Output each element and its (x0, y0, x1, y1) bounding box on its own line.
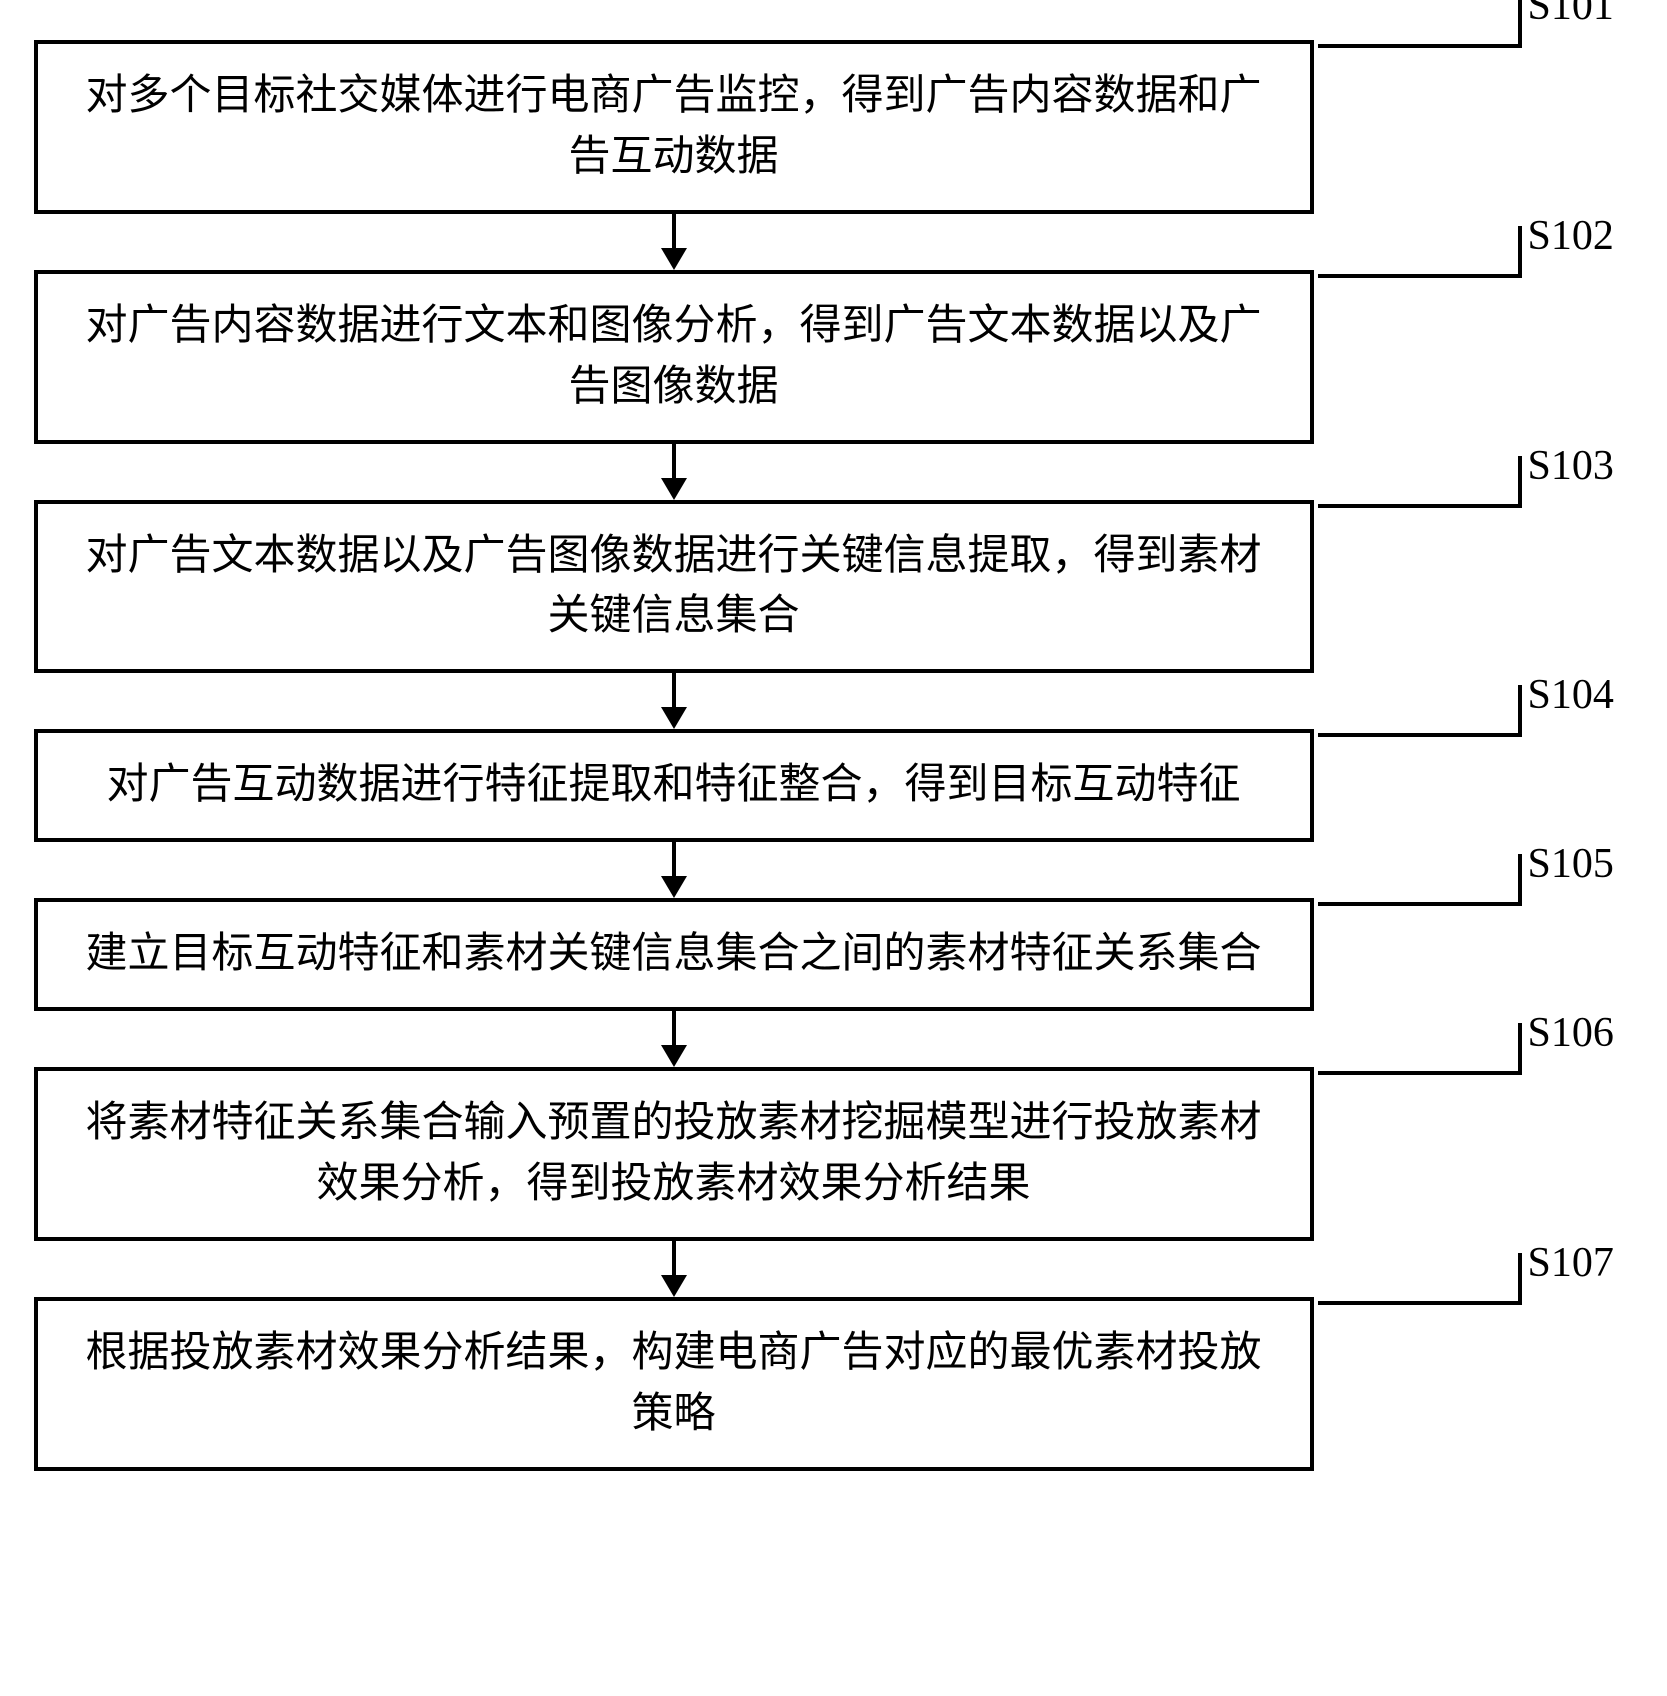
connector-line (1318, 1301, 1518, 1305)
step-label: S105 (1528, 834, 1614, 895)
arrow-down-icon (34, 1011, 1314, 1067)
connector-line (1318, 1071, 1518, 1075)
step-text: 将素材特征关系集合输入预置的投放素材挖掘模型进行投放素材效果分析，得到投放素材效… (78, 1093, 1270, 1215)
step-text: 对广告文本数据以及广告图像数据进行关键信息提取，得到素材关键信息集合 (78, 526, 1270, 648)
step-row: 对广告文本数据以及广告图像数据进行关键信息提取，得到素材关键信息集合 S103 (34, 500, 1634, 674)
connector-line (1318, 44, 1518, 48)
step-label: S104 (1528, 665, 1614, 726)
step-row: 建立目标互动特征和素材关键信息集合之间的素材特征关系集合 S105 (34, 898, 1634, 1011)
connector-line (1318, 902, 1518, 906)
step-label-connector: S102 (1318, 226, 1638, 286)
connector-line (1318, 274, 1518, 278)
step-box-s107: 根据投放素材效果分析结果，构建电商广告对应的最优素材投放策略 S107 (34, 1297, 1314, 1471)
step-box-s105: 建立目标互动特征和素材关键信息集合之间的素材特征关系集合 S105 (34, 898, 1314, 1011)
step-box-s101: 对多个目标社交媒体进行电商广告监控，得到广告内容数据和广告互动数据 S101 (34, 40, 1314, 214)
flowchart-container: 对多个目标社交媒体进行电商广告监控，得到广告内容数据和广告互动数据 S101 对… (34, 40, 1634, 1471)
step-label-connector: S105 (1318, 854, 1638, 914)
step-text: 对广告互动数据进行特征提取和特征整合，得到目标互动特征 (106, 755, 1240, 816)
step-label-connector: S103 (1318, 456, 1638, 516)
step-text: 对广告内容数据进行文本和图像分析，得到广告文本数据以及广告图像数据 (78, 296, 1270, 418)
connector-line (1318, 733, 1518, 737)
step-label: S107 (1528, 1233, 1614, 1294)
connector-line (1318, 504, 1518, 508)
step-text: 对多个目标社交媒体进行电商广告监控，得到广告内容数据和广告互动数据 (78, 66, 1270, 188)
step-box-s106: 将素材特征关系集合输入预置的投放素材挖掘模型进行投放素材效果分析，得到投放素材效… (34, 1067, 1314, 1241)
step-row: 对多个目标社交媒体进行电商广告监控，得到广告内容数据和广告互动数据 S101 (34, 40, 1634, 214)
arrow-down-icon (34, 673, 1314, 729)
step-row: 对广告互动数据进行特征提取和特征整合，得到目标互动特征 S104 (34, 729, 1634, 842)
step-text: 根据投放素材效果分析结果，构建电商广告对应的最优素材投放策略 (78, 1323, 1270, 1445)
step-box-s103: 对广告文本数据以及广告图像数据进行关键信息提取，得到素材关键信息集合 S103 (34, 500, 1314, 674)
step-label-connector: S106 (1318, 1023, 1638, 1083)
arrow-down-icon (34, 1241, 1314, 1297)
step-row: 将素材特征关系集合输入预置的投放素材挖掘模型进行投放素材效果分析，得到投放素材效… (34, 1067, 1634, 1241)
step-label: S102 (1528, 206, 1614, 267)
step-box-s102: 对广告内容数据进行文本和图像分析，得到广告文本数据以及广告图像数据 S102 (34, 270, 1314, 444)
step-row: 对广告内容数据进行文本和图像分析，得到广告文本数据以及广告图像数据 S102 (34, 270, 1634, 444)
step-label: S106 (1528, 1003, 1614, 1064)
arrow-down-icon (34, 214, 1314, 270)
arrow-down-icon (34, 444, 1314, 500)
step-label: S103 (1528, 436, 1614, 497)
step-label-connector: S107 (1318, 1253, 1638, 1313)
step-label-connector: S101 (1318, 0, 1638, 56)
arrow-down-icon (34, 842, 1314, 898)
step-label-connector: S104 (1318, 685, 1638, 745)
step-row: 根据投放素材效果分析结果，构建电商广告对应的最优素材投放策略 S107 (34, 1297, 1634, 1471)
step-label: S101 (1528, 0, 1614, 37)
step-text: 建立目标互动特征和素材关键信息集合之间的素材特征关系集合 (85, 924, 1261, 985)
step-box-s104: 对广告互动数据进行特征提取和特征整合，得到目标互动特征 S104 (34, 729, 1314, 842)
